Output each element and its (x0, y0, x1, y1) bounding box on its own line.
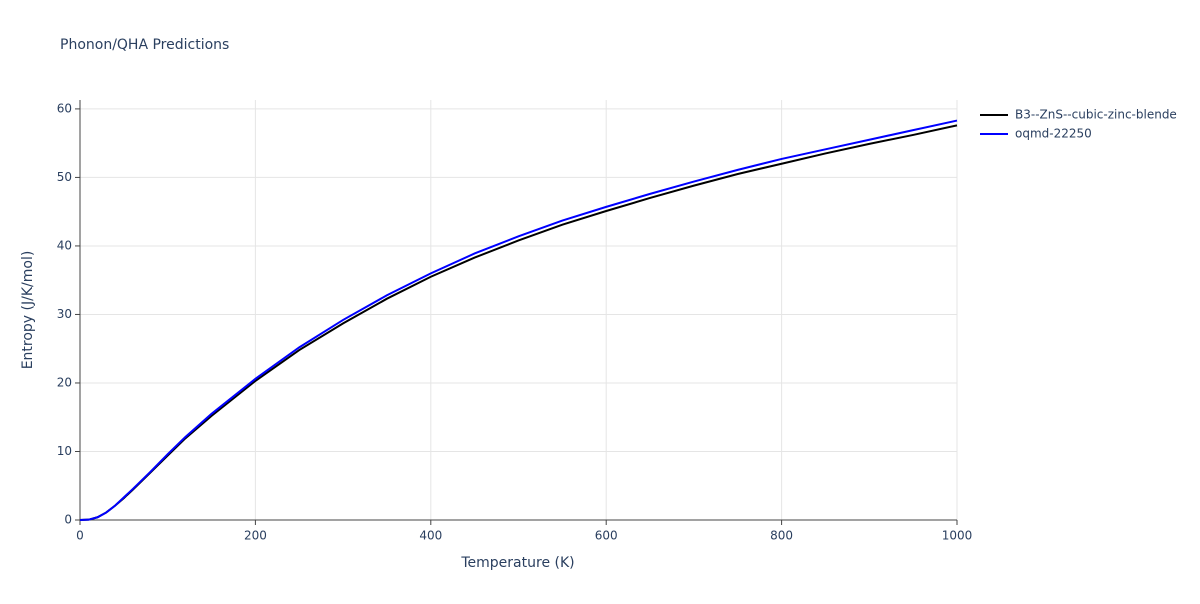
line-series (79, 119, 958, 521)
y-tick-label: 20 (57, 375, 72, 389)
y-tick-label: 60 (57, 101, 72, 115)
chart-title: Phonon/QHA Predictions (60, 37, 229, 53)
y-tick-label: 10 (57, 444, 72, 458)
x-tick-label: 600 (595, 529, 618, 543)
y-axis-title: Entropy (J/K/mol) (20, 251, 36, 370)
x-tick-label: 1000 (942, 529, 973, 543)
x-tick-label: 400 (419, 529, 442, 543)
y-tick-label: 40 (57, 238, 72, 252)
x-tick-label: 200 (244, 529, 267, 543)
x-axis-title: Temperature (K) (460, 555, 574, 571)
x-tick-label: 800 (770, 529, 793, 543)
y-tick-label: 30 (57, 307, 72, 321)
y-tick-label: 50 (57, 170, 72, 184)
legend-label: B3--ZnS--cubic-zinc-blende (1015, 108, 1177, 122)
x-tick-label: 0 (76, 529, 84, 543)
y-tick-label: 0 (64, 513, 72, 527)
legend-label: oqmd-22250 (1015, 127, 1092, 141)
line-series (79, 124, 958, 521)
